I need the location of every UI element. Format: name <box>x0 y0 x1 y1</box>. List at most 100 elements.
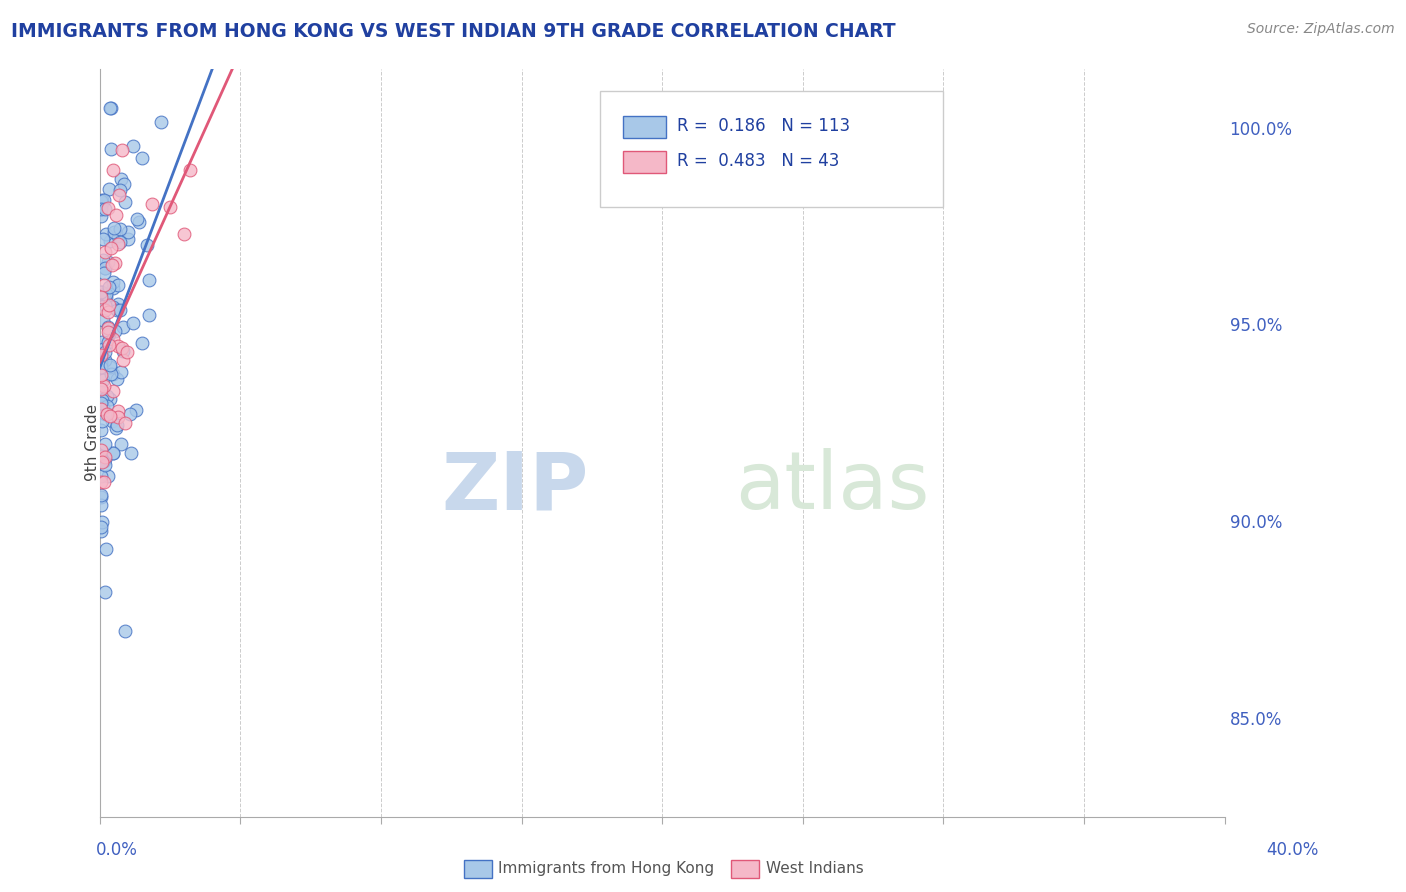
Point <box>103 446 125 460</box>
Point <box>94 261 117 276</box>
Point <box>90 515 112 529</box>
Point <box>107 236 129 251</box>
Point <box>90 401 112 416</box>
Point <box>93 475 115 489</box>
Point <box>91 388 114 402</box>
Point <box>111 143 134 157</box>
Point <box>90 524 112 538</box>
Point <box>97 201 120 215</box>
Point <box>91 373 114 387</box>
Point <box>128 215 150 229</box>
Point <box>101 367 124 381</box>
Point <box>97 320 120 334</box>
Point <box>94 450 117 464</box>
Point <box>94 260 117 275</box>
Point <box>131 335 153 350</box>
Point <box>93 266 115 280</box>
Point <box>91 455 114 469</box>
Point <box>94 452 117 467</box>
Text: 40.0%: 40.0% <box>1267 840 1319 858</box>
Point <box>98 392 121 406</box>
Point <box>100 142 122 156</box>
Point <box>124 403 146 417</box>
Point <box>90 202 112 217</box>
Point <box>105 418 128 433</box>
Point <box>90 360 112 375</box>
Point <box>90 285 112 299</box>
Point <box>110 437 132 451</box>
Point <box>149 115 172 129</box>
Point <box>90 424 112 438</box>
Point <box>93 458 115 473</box>
Point <box>94 345 117 359</box>
Point <box>96 408 118 422</box>
Point <box>94 436 117 450</box>
Point <box>90 392 112 407</box>
Point <box>93 379 115 393</box>
Point <box>107 229 129 244</box>
Point <box>90 194 112 208</box>
Point <box>117 344 139 359</box>
Point <box>93 193 115 207</box>
Point <box>90 290 112 304</box>
Point <box>90 285 112 299</box>
Point <box>91 384 114 399</box>
Point <box>107 278 129 293</box>
Point <box>117 226 139 240</box>
Point <box>97 468 120 483</box>
Point <box>120 407 142 421</box>
Point <box>98 409 121 423</box>
Point <box>173 227 195 242</box>
Point <box>110 183 132 197</box>
Point <box>91 414 114 428</box>
Point <box>91 334 114 349</box>
Point <box>105 208 128 222</box>
Point <box>136 237 159 252</box>
Point <box>112 353 135 368</box>
Point <box>105 303 128 318</box>
Point <box>122 316 145 330</box>
Point <box>90 490 112 504</box>
Point <box>131 152 153 166</box>
Point <box>90 443 112 458</box>
Point <box>101 275 124 289</box>
Point <box>100 241 122 255</box>
Point <box>98 298 121 312</box>
Point <box>97 325 120 339</box>
Point <box>93 585 115 599</box>
Point <box>112 177 135 191</box>
Point <box>100 101 122 115</box>
Point <box>91 342 114 356</box>
Point <box>138 308 160 322</box>
Point <box>97 255 120 269</box>
Point <box>90 382 112 396</box>
Point <box>98 358 121 372</box>
Point <box>179 162 201 177</box>
Point <box>90 368 112 382</box>
Point <box>107 297 129 311</box>
Point <box>117 232 139 246</box>
Point <box>110 302 132 317</box>
Point <box>104 324 127 338</box>
Point <box>114 194 136 209</box>
Point <box>98 101 121 115</box>
Point <box>91 313 114 327</box>
Point <box>114 624 136 638</box>
Point <box>107 338 129 352</box>
Point <box>90 209 112 223</box>
Text: 0.0%: 0.0% <box>96 840 138 858</box>
Point <box>101 281 124 295</box>
Point <box>94 298 117 312</box>
Point <box>96 388 118 402</box>
Point <box>103 332 125 346</box>
Point <box>90 498 112 512</box>
Point <box>90 356 112 370</box>
Point <box>97 320 120 334</box>
Point <box>103 221 125 235</box>
Point <box>94 303 117 318</box>
Point <box>96 542 118 557</box>
Point <box>101 384 124 398</box>
Point <box>101 445 124 459</box>
Point <box>94 287 117 301</box>
Point <box>108 187 131 202</box>
